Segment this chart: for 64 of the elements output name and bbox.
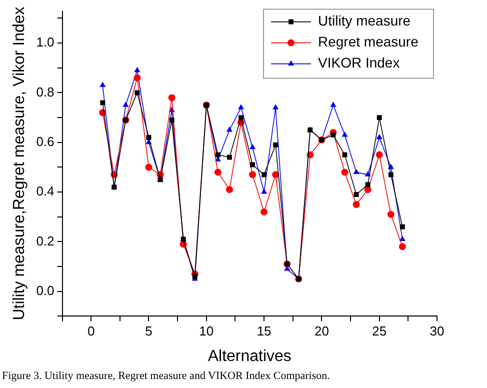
point (376, 151, 383, 158)
point (134, 66, 140, 72)
point (399, 236, 406, 241)
point (398, 243, 406, 250)
point (262, 172, 267, 178)
point (272, 104, 279, 110)
point (376, 115, 382, 120)
point (100, 82, 106, 88)
x-tick-label: 5 (145, 324, 152, 339)
point (273, 142, 278, 148)
legend-label: VIKOR Index (318, 54, 400, 71)
x-tick-label: 20 (314, 324, 329, 339)
point (250, 162, 255, 168)
y-tick-label: 0.0 (36, 282, 54, 298)
point (226, 154, 232, 160)
point (400, 224, 405, 230)
legend-label: Utility measure (318, 12, 411, 29)
point (364, 186, 372, 194)
point (388, 172, 394, 178)
point (330, 102, 336, 107)
point (249, 144, 256, 150)
point (122, 102, 129, 107)
point (272, 171, 280, 178)
x-tick-label: 0 (87, 324, 95, 339)
point (249, 171, 256, 178)
y-tick-label: 0.6 (36, 134, 54, 149)
point (354, 192, 359, 198)
point (145, 164, 152, 171)
point (260, 208, 268, 216)
point (342, 131, 348, 137)
x-tick-label: 30 (430, 324, 444, 339)
point (342, 152, 348, 158)
point (214, 168, 222, 176)
y-axis-title: Utility measure,Regret measure, Vikor Index (11, 6, 28, 320)
point (146, 134, 152, 140)
y-tick-label: 0.8 (36, 84, 54, 100)
point (134, 74, 141, 82)
point (352, 200, 360, 208)
x-tick-label: 25 (372, 324, 387, 339)
point (238, 104, 244, 110)
y-tick-label: 0.4 (36, 184, 54, 199)
legend-label: Regret measure (318, 34, 419, 50)
point (215, 152, 220, 158)
point (134, 90, 140, 96)
x-tick-label: 15 (256, 324, 272, 339)
y-tick-label: 1.0 (36, 34, 54, 50)
point (226, 186, 233, 194)
point (100, 100, 106, 106)
x-axis-title: Alternatives (208, 348, 292, 365)
point (169, 118, 174, 123)
point (353, 168, 360, 174)
caption: Figure 3. Utility measure, Regret measure and VIKOR Index Comparison. (2, 370, 331, 382)
x-tick-label: 10 (199, 324, 214, 339)
point (364, 171, 371, 176)
point (168, 94, 176, 102)
point (226, 126, 232, 132)
point (341, 168, 348, 176)
point (376, 134, 382, 140)
point (330, 132, 336, 138)
point (261, 188, 268, 194)
point (387, 210, 394, 218)
point (238, 115, 244, 120)
y-tick-label: 0.2 (36, 233, 54, 248)
point (365, 182, 370, 188)
